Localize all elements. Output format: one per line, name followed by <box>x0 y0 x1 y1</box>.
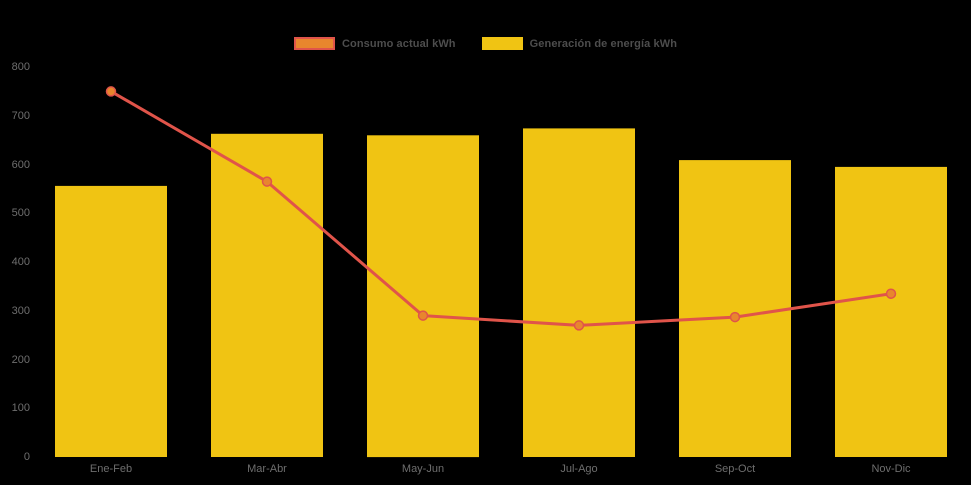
y-axis-label-200: 200 <box>11 354 30 366</box>
line-point-nov-dic[interactable] <box>885 288 897 299</box>
x-axis-label-sep-oct: Sep-Oct <box>714 463 756 475</box>
bar-mar-abr[interactable] <box>211 133 323 458</box>
bar-sep-oct[interactable] <box>679 160 791 457</box>
y-axis-label-500: 500 <box>11 207 30 219</box>
line-point-ene-feb[interactable] <box>105 86 117 97</box>
legend-item-consumo-actual[interactable]: Consumo actual kWh <box>293 37 456 50</box>
legend-label-consumo-actual: Consumo actual kWh <box>341 37 456 50</box>
bar-nov-dic[interactable] <box>835 166 947 457</box>
bar-jul-ago[interactable] <box>523 128 635 457</box>
consumption-line <box>110 90 892 327</box>
x-axis-label-nov-dic: Nov-Dic <box>871 463 911 475</box>
bar-may-jun[interactable] <box>367 135 479 458</box>
x-axis-label-mar-abr: Mar-Abr <box>247 463 287 475</box>
legend-label-generacion-energia: Generación de energía kWh <box>529 37 678 50</box>
x-axis-label-jul-ago: Jul-Ago <box>560 463 598 475</box>
y-axis-label-100: 100 <box>11 402 30 414</box>
x-axis-label-may-jun: May-Jun <box>401 463 445 475</box>
y-axis-label-800: 800 <box>11 61 30 73</box>
legend-item-generacion-energia[interactable]: Generación de energía kWh <box>481 37 678 50</box>
bar-ene-feb[interactable] <box>55 185 167 457</box>
x-axis-label-ene-feb: Ene-Feb <box>89 463 133 475</box>
line-point-mar-abr[interactable] <box>261 176 273 187</box>
chart-legend: Consumo actual kWh Generación de energía… <box>0 37 971 50</box>
y-axis-label-400: 400 <box>11 256 30 268</box>
line-point-sep-oct[interactable] <box>729 311 741 323</box>
y-axis-label-300: 300 <box>11 305 30 317</box>
y-axis-label-0: 0 <box>23 451 30 463</box>
line-point-jul-ago[interactable] <box>573 320 585 331</box>
legend-swatch-generacion-energia <box>481 37 523 50</box>
y-axis-label-700: 700 <box>11 110 30 122</box>
line-point-may-jun[interactable] <box>417 310 429 321</box>
legend-swatch-consumo-actual <box>293 37 335 50</box>
y-axis-label-600: 600 <box>11 159 30 171</box>
